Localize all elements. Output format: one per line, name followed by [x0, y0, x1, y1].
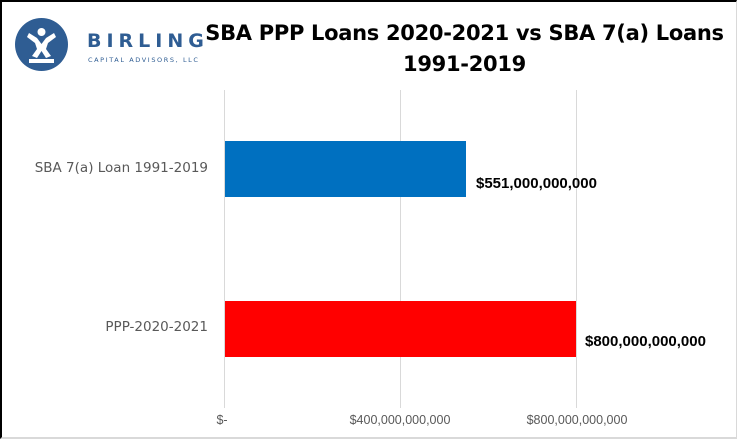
bar-sba-7a	[225, 141, 466, 197]
category-label-ppp: PPP-2020-2021	[105, 319, 208, 335]
axis-line	[224, 90, 225, 408]
x-tick-label-0: $-	[216, 413, 228, 427]
logo-wordmark: BIRLING	[87, 30, 209, 52]
gridline-800b	[576, 90, 577, 408]
chart-title: SBA PPP Loans 2020-2021 vs SBA 7(a) Loan…	[190, 18, 739, 80]
logo-subtitle: CAPITAL ADVISORS, LLC	[88, 56, 200, 64]
gridline-400b	[400, 90, 401, 408]
data-label-sba-7a: $551,000,000,000	[476, 175, 597, 192]
bar-ppp	[225, 301, 576, 357]
x-tick-label-800b: $800,000,000,000	[526, 413, 628, 427]
data-label-ppp: $800,000,000,000	[585, 333, 706, 350]
x-tick-label-400b: $400,000,000,000	[349, 413, 451, 427]
logo-person-icon	[15, 18, 68, 71]
chart-title-line-2: 1991-2019	[403, 52, 526, 76]
category-label-sba-7a: SBA 7(a) Loan 1991-2019	[34, 160, 208, 176]
chart-title-line-1: SBA PPP Loans 2020-2021 vs SBA 7(a) Loan…	[205, 21, 724, 45]
